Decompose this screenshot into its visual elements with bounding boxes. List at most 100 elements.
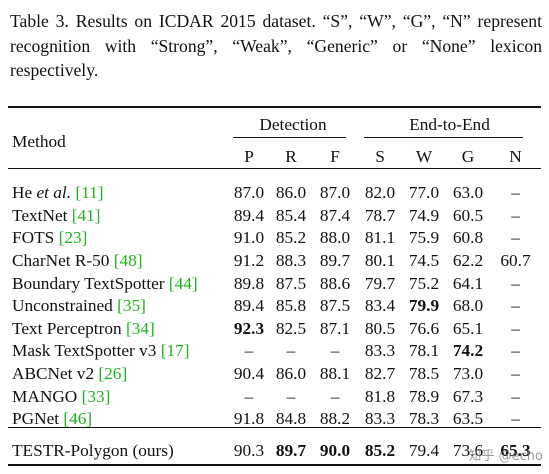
value-cell: 89.4: [228, 205, 270, 228]
col-header-n: N: [509, 147, 522, 166]
value-cell: 88.1: [312, 363, 358, 386]
value-text: 89.4: [233, 205, 265, 225]
value-cell: 91.0: [228, 227, 270, 250]
value-cell: –: [270, 340, 312, 363]
citation-ref: [11]: [75, 183, 104, 203]
value-cell: 87.1: [312, 318, 358, 341]
method-name: Boundary TextSpotter: [12, 273, 169, 293]
value-cell: 87.5: [312, 295, 358, 318]
value-cell: 88.6: [312, 272, 358, 295]
table-row: PGNet [46] 91.8 84.8 88.2 83.3 78.3 63.5–: [8, 408, 541, 431]
value-cell: 73.6: [446, 431, 490, 469]
value-text: –: [511, 205, 520, 225]
value-cell: 85.4: [270, 205, 312, 228]
table-row: Text Perceptron [34] 92.3 82.5 87.1 80.5 76.6…: [8, 318, 541, 341]
value-text: 88.3: [275, 251, 307, 271]
col-header-p: P: [244, 147, 254, 166]
citation-ref: [17]: [160, 341, 190, 361]
value-text: 91.2: [233, 251, 265, 271]
top-rule: [8, 106, 541, 108]
value-cell: 90.4: [228, 363, 270, 386]
value-cell: 60.8: [446, 227, 490, 250]
col-header-s: S: [375, 147, 385, 166]
value-text: 74.2: [452, 341, 484, 361]
table-row-final: TESTR-Polygon (ours) 90.3 89.7 90.0 85.2 79.4…: [8, 431, 541, 469]
value-text: 67.3: [452, 386, 484, 406]
value-cell: 67.3: [446, 385, 490, 408]
value-cell: –: [228, 385, 270, 408]
value-text: –: [511, 183, 520, 203]
value-text: 90.0: [319, 440, 351, 460]
col-header-g: G: [461, 147, 475, 166]
citation-ref: [48]: [113, 251, 143, 271]
value-cell: 80.5: [358, 318, 402, 341]
value-text: 73.6: [452, 440, 484, 460]
citation-ref: [35]: [117, 296, 146, 316]
value-text: 63.5: [452, 409, 484, 429]
method-cell: ABCNet v2 [26]: [8, 363, 228, 386]
citation-ref: [44]: [168, 273, 198, 293]
value-cell: 87.5: [270, 272, 312, 295]
end-to-end-header: End-to-End: [409, 115, 490, 134]
method-name: PGNet: [12, 409, 64, 429]
citation-ref: [41]: [71, 205, 101, 225]
value-text: 90.3: [233, 440, 265, 460]
value-text: 87.0: [319, 183, 351, 203]
value-cell: 75.2: [402, 272, 446, 295]
value-cell: 86.0: [270, 182, 312, 205]
value-cell: 73.0: [446, 363, 490, 386]
value-text: 83.3: [364, 341, 396, 361]
value-cell: 75.9: [402, 227, 446, 250]
value-cell: 81.1: [358, 227, 402, 250]
method-cell: TextNet [41]: [8, 205, 228, 228]
value-text: 79.7: [364, 273, 396, 293]
value-cell: –: [490, 182, 541, 205]
value-cell: –: [490, 295, 541, 318]
table-row: FOTS [23] 91.0 85.2 88.0 81.1 75.9 60.8–: [8, 227, 541, 250]
value-cell: –: [490, 272, 541, 295]
table-row: Mask TextSpotter v3 [17] – – –83.3 78.1 74.2–: [8, 340, 541, 363]
value-text: 86.0: [275, 364, 307, 384]
value-cell: 85.2: [358, 431, 402, 469]
value-cell: 68.0: [446, 295, 490, 318]
value-cell: 85.8: [270, 295, 312, 318]
value-text: 86.0: [275, 183, 307, 203]
col-header-r: R: [285, 147, 297, 166]
value-cell: 89.8: [228, 272, 270, 295]
value-text: 87.0: [233, 183, 265, 203]
value-cell: 87.4: [312, 205, 358, 228]
value-cell: –: [490, 227, 541, 250]
value-text: 73.0: [452, 364, 484, 384]
value-text: 89.4: [233, 296, 265, 316]
value-cell: 64.1: [446, 272, 490, 295]
value-cell: 60.5: [446, 205, 490, 228]
method-cell: Text Perceptron [34]: [8, 318, 228, 341]
value-cell: 65.3: [490, 431, 541, 469]
value-cell: 62.2: [446, 250, 490, 273]
method-cell: TESTR-Polygon (ours): [8, 431, 228, 469]
table-row: He et al. [11] 87.0 86.0 87.0 82.0 77.0 63.0–: [8, 182, 541, 205]
value-text: 92.3: [233, 318, 265, 338]
table-row: CharNet R-50 [48] 91.2 88.3 89.7 80.1 74.5 62.…: [8, 250, 541, 273]
table-row: Boundary TextSpotter [44] 89.8 87.5 88.6 79.…: [8, 272, 541, 295]
citation-ref: [46]: [63, 409, 93, 429]
value-cell: 79.9: [402, 295, 446, 318]
detection-header: Detection: [259, 115, 327, 134]
value-text: 84.8: [275, 409, 307, 429]
value-text: 88.0: [319, 228, 351, 248]
header-rule: [8, 168, 541, 169]
value-text: –: [511, 228, 520, 248]
value-cell: 87.0: [312, 182, 358, 205]
value-text: 82.5: [275, 318, 307, 338]
citation-ref: [26]: [98, 364, 128, 384]
value-text: 78.1: [408, 341, 440, 361]
value-cell: 86.0: [270, 363, 312, 386]
citation-ref: [33]: [81, 386, 111, 406]
method-name: Mask TextSpotter v3: [12, 341, 161, 361]
value-cell: 74.2: [446, 340, 490, 363]
value-text: –: [330, 341, 340, 361]
value-cell: 89.7: [312, 250, 358, 273]
value-text: 82.7: [364, 364, 396, 384]
method-cell: Mask TextSpotter v3 [17]: [8, 340, 228, 363]
detection-underline: [233, 137, 346, 138]
